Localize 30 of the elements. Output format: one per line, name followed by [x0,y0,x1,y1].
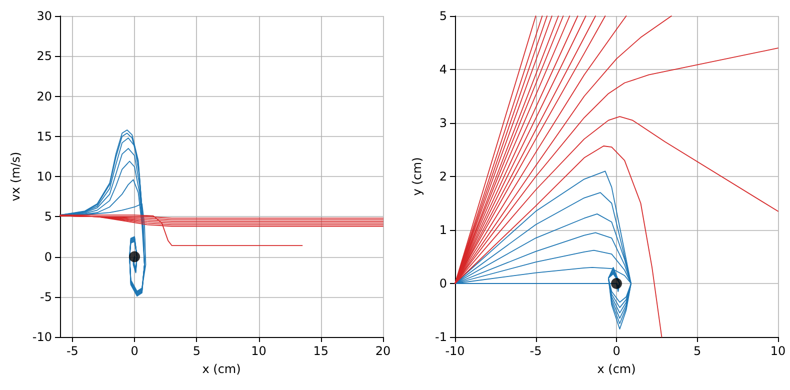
x-tick-label: 10 [770,344,786,358]
y-tick-label: 2 [439,170,447,184]
x-tick-label: -5 [530,344,542,358]
y-tick-label: 10 [36,170,52,184]
x-tick-label: 5 [693,344,702,358]
y-axis-title: y (cm) [410,157,424,196]
y-tick-label: 5 [439,9,447,23]
y-tick-label: 30 [36,9,52,23]
y-tick-label: 0 [44,250,52,264]
y-tick-label: 5 [44,210,52,224]
y-tick-label: -5 [40,290,52,304]
x-axis-title: x (cm) [597,362,636,376]
x-tick-label: 10 [251,344,266,358]
y-tick-label: 25 [36,49,52,64]
y-tick-label: -10 [32,330,52,344]
y-tick-label: -1 [435,330,447,344]
x-tick-label: 0 [612,344,620,358]
x-tick-label: 5 [192,344,200,358]
y-tick-label: 1 [439,223,447,237]
y-tick-label: 20 [36,89,52,104]
x-tick-label: -5 [66,344,78,358]
y-tick-label: 0 [439,276,447,290]
x-tick-label: 15 [313,344,329,358]
x-tick-label: 20 [375,344,391,358]
y-tick-label: 4 [439,62,447,76]
y-tick-label: 3 [439,116,447,130]
x-axis-title: x (cm) [202,362,241,376]
x-tick-label: 0 [130,344,138,358]
y-tick-label: 15 [36,129,52,144]
y-axis-title: vx (m/s) [8,152,22,202]
